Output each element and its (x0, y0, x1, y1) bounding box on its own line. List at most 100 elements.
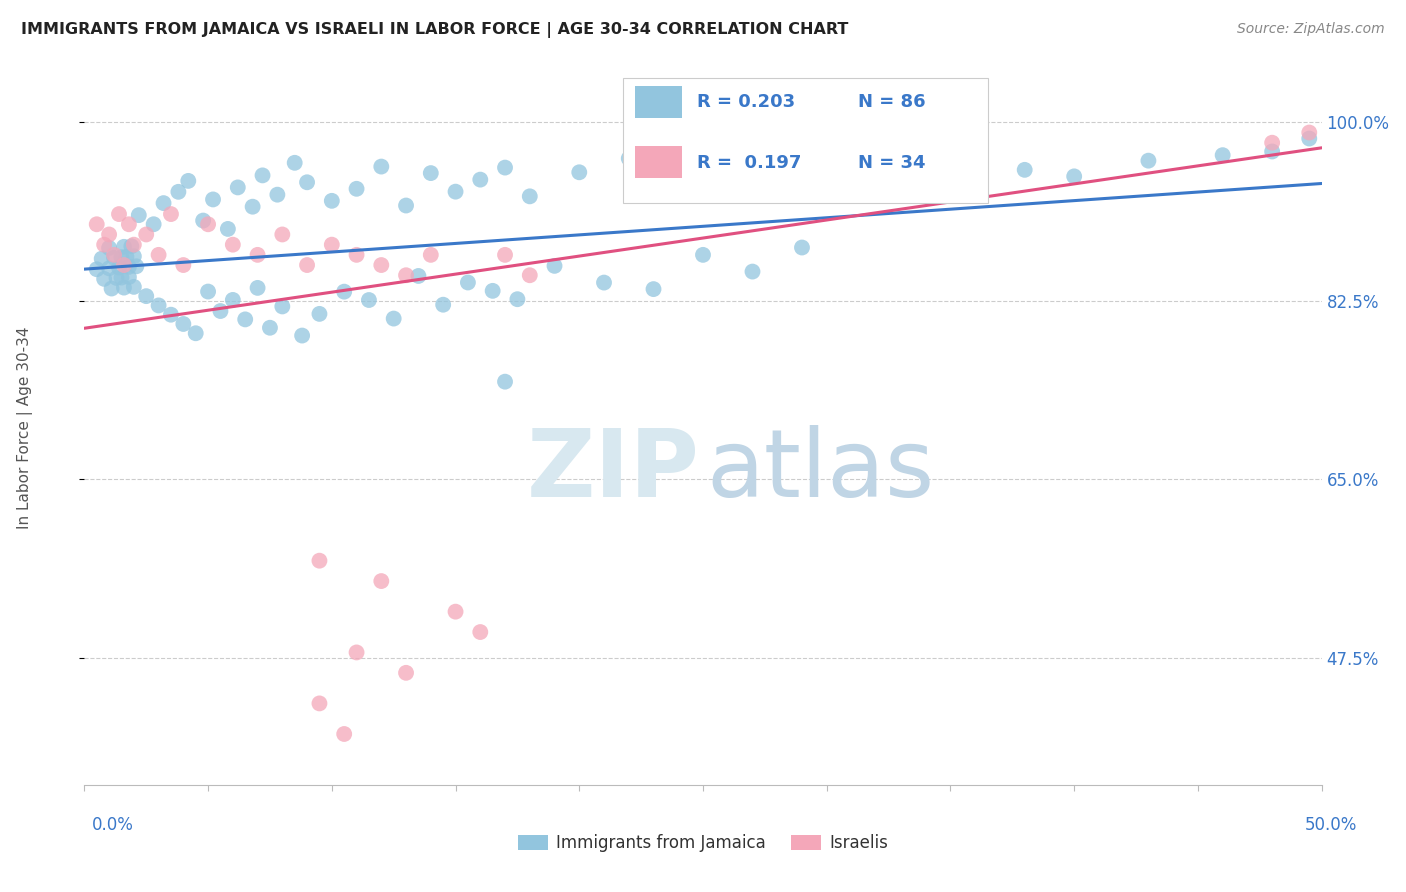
Point (172, 258, 194, 272)
Point (118, 217, 141, 231)
Point (110, 250, 132, 264)
Point (222, 237, 245, 252)
Point (593, 276, 616, 290)
Point (481, 284, 503, 298)
Point (177, 174, 200, 188)
Text: R = 0.203: R = 0.203 (697, 93, 794, 111)
Point (112, 240, 135, 254)
Point (152, 196, 174, 211)
Point (432, 298, 454, 312)
Point (120, 239, 142, 253)
Point (506, 292, 529, 306)
Point (259, 320, 281, 334)
Point (741, 264, 763, 278)
Text: Source: ZipAtlas.com: Source: ZipAtlas.com (1237, 22, 1385, 37)
Point (98, 241, 121, 255)
Point (444, 605, 467, 619)
Point (1212, 148, 1234, 162)
Point (98, 227, 121, 242)
Point (122, 249, 145, 263)
Point (118, 260, 141, 274)
Point (209, 304, 232, 318)
Point (965, 177, 987, 191)
Point (357, 293, 380, 307)
Text: atlas: atlas (707, 425, 935, 517)
Point (242, 200, 264, 214)
Point (148, 248, 170, 262)
Point (115, 250, 138, 264)
Point (346, 248, 368, 262)
Point (252, 169, 274, 183)
Point (110, 270, 132, 285)
Point (1261, 136, 1284, 150)
Point (295, 258, 318, 272)
Point (617, 152, 640, 166)
Point (1014, 162, 1036, 177)
Point (103, 248, 125, 262)
Point (103, 251, 125, 265)
Point (395, 268, 418, 283)
Point (1261, 145, 1284, 159)
Point (246, 248, 269, 262)
Point (197, 285, 219, 299)
Point (333, 285, 356, 299)
Point (167, 185, 190, 199)
Point (666, 178, 689, 193)
Text: N = 34: N = 34 (858, 153, 925, 171)
Point (202, 193, 225, 207)
Point (233, 312, 256, 326)
Point (444, 185, 467, 199)
Point (128, 208, 150, 222)
Point (395, 198, 418, 212)
Point (271, 300, 294, 314)
Point (160, 308, 183, 322)
Point (382, 311, 405, 326)
Point (112, 258, 135, 272)
Point (122, 280, 145, 294)
Point (543, 259, 565, 273)
Point (135, 289, 157, 303)
Point (568, 165, 591, 179)
Point (1063, 169, 1085, 184)
Point (346, 645, 368, 659)
Point (90, 252, 112, 266)
Point (271, 227, 294, 242)
Point (291, 328, 314, 343)
Point (1137, 153, 1160, 168)
Point (457, 276, 479, 290)
Point (112, 280, 135, 294)
Point (419, 166, 441, 180)
Point (295, 175, 318, 189)
FancyBboxPatch shape (623, 78, 987, 203)
Point (197, 217, 219, 231)
Point (346, 182, 368, 196)
Point (1298, 131, 1320, 145)
Text: N = 86: N = 86 (858, 93, 925, 111)
Point (790, 240, 813, 254)
Text: R =  0.197: R = 0.197 (697, 153, 801, 171)
Point (108, 260, 131, 275)
Point (122, 237, 145, 252)
Point (226, 180, 249, 194)
Text: 50.0%: 50.0% (1305, 816, 1357, 834)
Point (100, 281, 122, 295)
Point (321, 237, 343, 252)
Point (519, 268, 541, 283)
Point (717, 154, 740, 169)
Point (222, 293, 245, 307)
Point (86, 217, 108, 231)
FancyBboxPatch shape (636, 146, 682, 178)
Point (470, 172, 492, 186)
Point (308, 554, 330, 568)
Point (284, 156, 307, 170)
Point (692, 248, 714, 262)
Point (105, 271, 128, 285)
Point (408, 268, 430, 283)
Legend: Immigrants from Jamaica, Israelis: Immigrants from Jamaica, Israelis (512, 828, 894, 859)
Point (308, 307, 330, 321)
Point (246, 281, 269, 295)
Point (494, 161, 516, 175)
Point (125, 260, 148, 274)
Point (86, 262, 108, 277)
FancyBboxPatch shape (636, 86, 682, 118)
